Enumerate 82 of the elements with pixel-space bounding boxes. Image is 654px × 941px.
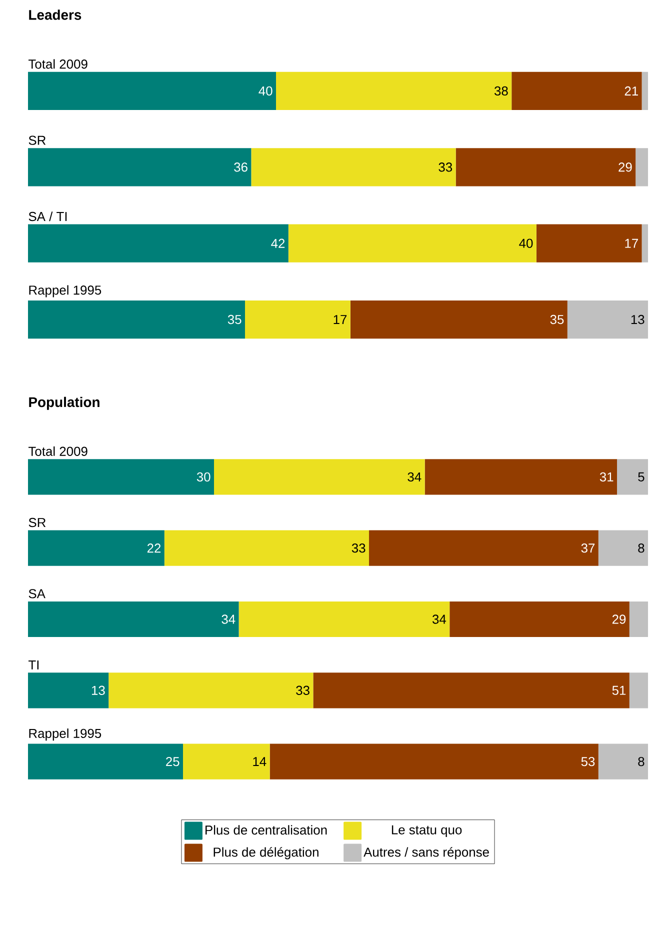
data-label: 36: [234, 162, 248, 172]
data-label: 33: [438, 162, 452, 172]
data-label: 8: [638, 756, 644, 766]
bar: [245, 300, 350, 339]
y-tick-label: SA / TI: [28, 212, 67, 222]
bar: [369, 530, 598, 566]
bar: [629, 601, 648, 638]
data-label: 40: [258, 86, 272, 96]
bar: [28, 72, 276, 110]
bar: [636, 148, 648, 186]
y-tick-label: Total 2009: [28, 446, 88, 456]
bar: [251, 148, 456, 186]
data-label: 42: [271, 238, 285, 248]
data-label: 37: [581, 543, 595, 553]
y-tick-label: TI: [28, 660, 39, 670]
bar: [28, 672, 109, 708]
bar: [313, 672, 630, 708]
chart-title: Population: [29, 396, 100, 410]
chart-title: Leaders: [29, 10, 82, 20]
bar: [108, 672, 314, 708]
bar: [164, 530, 370, 566]
bar: [288, 224, 536, 262]
bar: [28, 300, 246, 339]
bar: [28, 530, 164, 566]
bar: [28, 601, 239, 638]
bar: [567, 300, 648, 339]
data-label: 34: [408, 472, 422, 482]
data-label: 30: [196, 472, 210, 482]
bar: [214, 459, 425, 495]
bar: [424, 459, 618, 495]
data-label: 22: [147, 544, 161, 553]
data-label: 34: [432, 614, 446, 624]
data-label: 38: [494, 86, 508, 96]
legend-label: Le statu quo: [392, 825, 462, 837]
bar: [270, 744, 598, 780]
y-tick-label: Total 2009: [28, 59, 88, 69]
data-label: 35: [550, 314, 564, 324]
y-tick-label: SR: [28, 136, 46, 145]
legend-label: Autres / sans réponse: [364, 847, 489, 860]
bar: [629, 672, 648, 708]
data-label: 29: [618, 162, 632, 172]
data-label: 51: [612, 686, 626, 695]
bar: [642, 72, 648, 110]
y-tick-label: Rappel 1995: [29, 728, 102, 741]
data-label: 25: [166, 756, 180, 766]
data-label: 29: [612, 614, 626, 624]
bar: [350, 300, 568, 339]
bar: [276, 72, 512, 110]
bar: [642, 224, 648, 262]
bar: [456, 148, 636, 186]
y-tick-label: SR: [28, 518, 46, 528]
bar: [512, 72, 642, 110]
data-label: 8: [638, 543, 644, 553]
bar: [598, 744, 648, 780]
bar: [450, 601, 630, 638]
data-label: 33: [296, 686, 310, 695]
bar: [28, 744, 183, 780]
y-tick-label: SA: [28, 589, 46, 598]
data-label: 13: [92, 686, 105, 695]
bar: [598, 530, 648, 566]
bar: [238, 601, 450, 638]
data-label: 14: [253, 757, 266, 766]
data-label: 21: [624, 86, 638, 96]
data-label: 13: [631, 314, 644, 324]
data-label: 34: [222, 614, 236, 624]
bar: [28, 224, 288, 262]
data-label: 53: [581, 756, 595, 766]
bar: [617, 459, 648, 495]
bar: [183, 744, 270, 780]
bar: [536, 224, 642, 262]
data-label: 5: [638, 472, 644, 482]
bar: [28, 148, 252, 186]
data-label: 40: [519, 238, 533, 248]
data-label: 17: [625, 238, 638, 248]
legend-label: Plus de centralisation: [206, 825, 327, 835]
data-label: 33: [352, 543, 366, 553]
legend-label: Plus de délégation: [214, 847, 318, 860]
y-tick-label: Rappel 1995: [29, 285, 102, 298]
data-label: 17: [334, 315, 347, 324]
data-label: 35: [228, 314, 242, 324]
data-label: 31: [600, 472, 614, 482]
bar: [28, 459, 214, 495]
